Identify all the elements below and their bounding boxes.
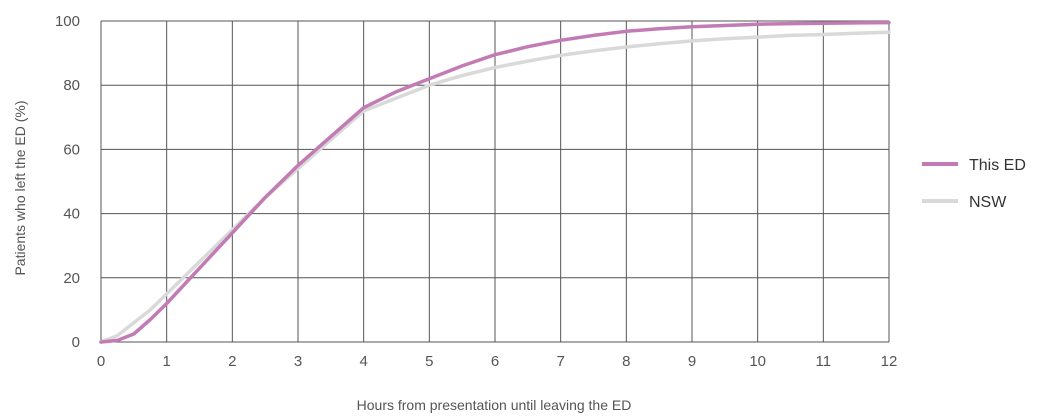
y-tick-label: 80	[63, 77, 80, 94]
y-axis-title: Patients who left the ED (%)	[12, 100, 28, 275]
x-tick-label: 12	[881, 353, 898, 370]
y-axis-ticks: 0 20 40 60 80 100	[55, 13, 80, 351]
x-tick-label: 4	[359, 353, 367, 370]
series-line-this-ed	[99, 20, 891, 344]
x-tick-label: 7	[556, 353, 564, 370]
x-axis-ticks: 0 1 2 3 4 5 6 7 8 9 10 11 12	[97, 353, 898, 370]
x-tick-label: 10	[749, 353, 766, 370]
x-tick-label: 9	[688, 353, 696, 370]
legend-label-this-ed: This ED	[969, 157, 1026, 174]
y-tick-label: 0	[72, 334, 80, 351]
legend-label-nsw: NSW	[969, 194, 1007, 211]
x-tick-label: 5	[425, 353, 433, 370]
series-line-nsw	[99, 30, 891, 344]
x-tick-label: 2	[228, 353, 236, 370]
x-tick-label: 11	[816, 353, 832, 370]
y-tick-label: 100	[55, 13, 80, 30]
x-tick-label: 6	[491, 353, 499, 370]
grid	[100, 20, 890, 343]
x-tick-label: 1	[162, 353, 170, 370]
x-axis-title: Hours from presentation until leaving th…	[357, 397, 632, 413]
y-tick-label: 60	[63, 141, 80, 158]
legend: This ED NSW	[922, 157, 1026, 211]
series-lines	[99, 20, 891, 344]
x-tick-label: 3	[294, 353, 302, 370]
x-tick-label: 0	[97, 353, 105, 370]
x-tick-label: 8	[622, 353, 630, 370]
y-tick-label: 40	[63, 206, 80, 223]
y-tick-label: 20	[63, 270, 80, 287]
